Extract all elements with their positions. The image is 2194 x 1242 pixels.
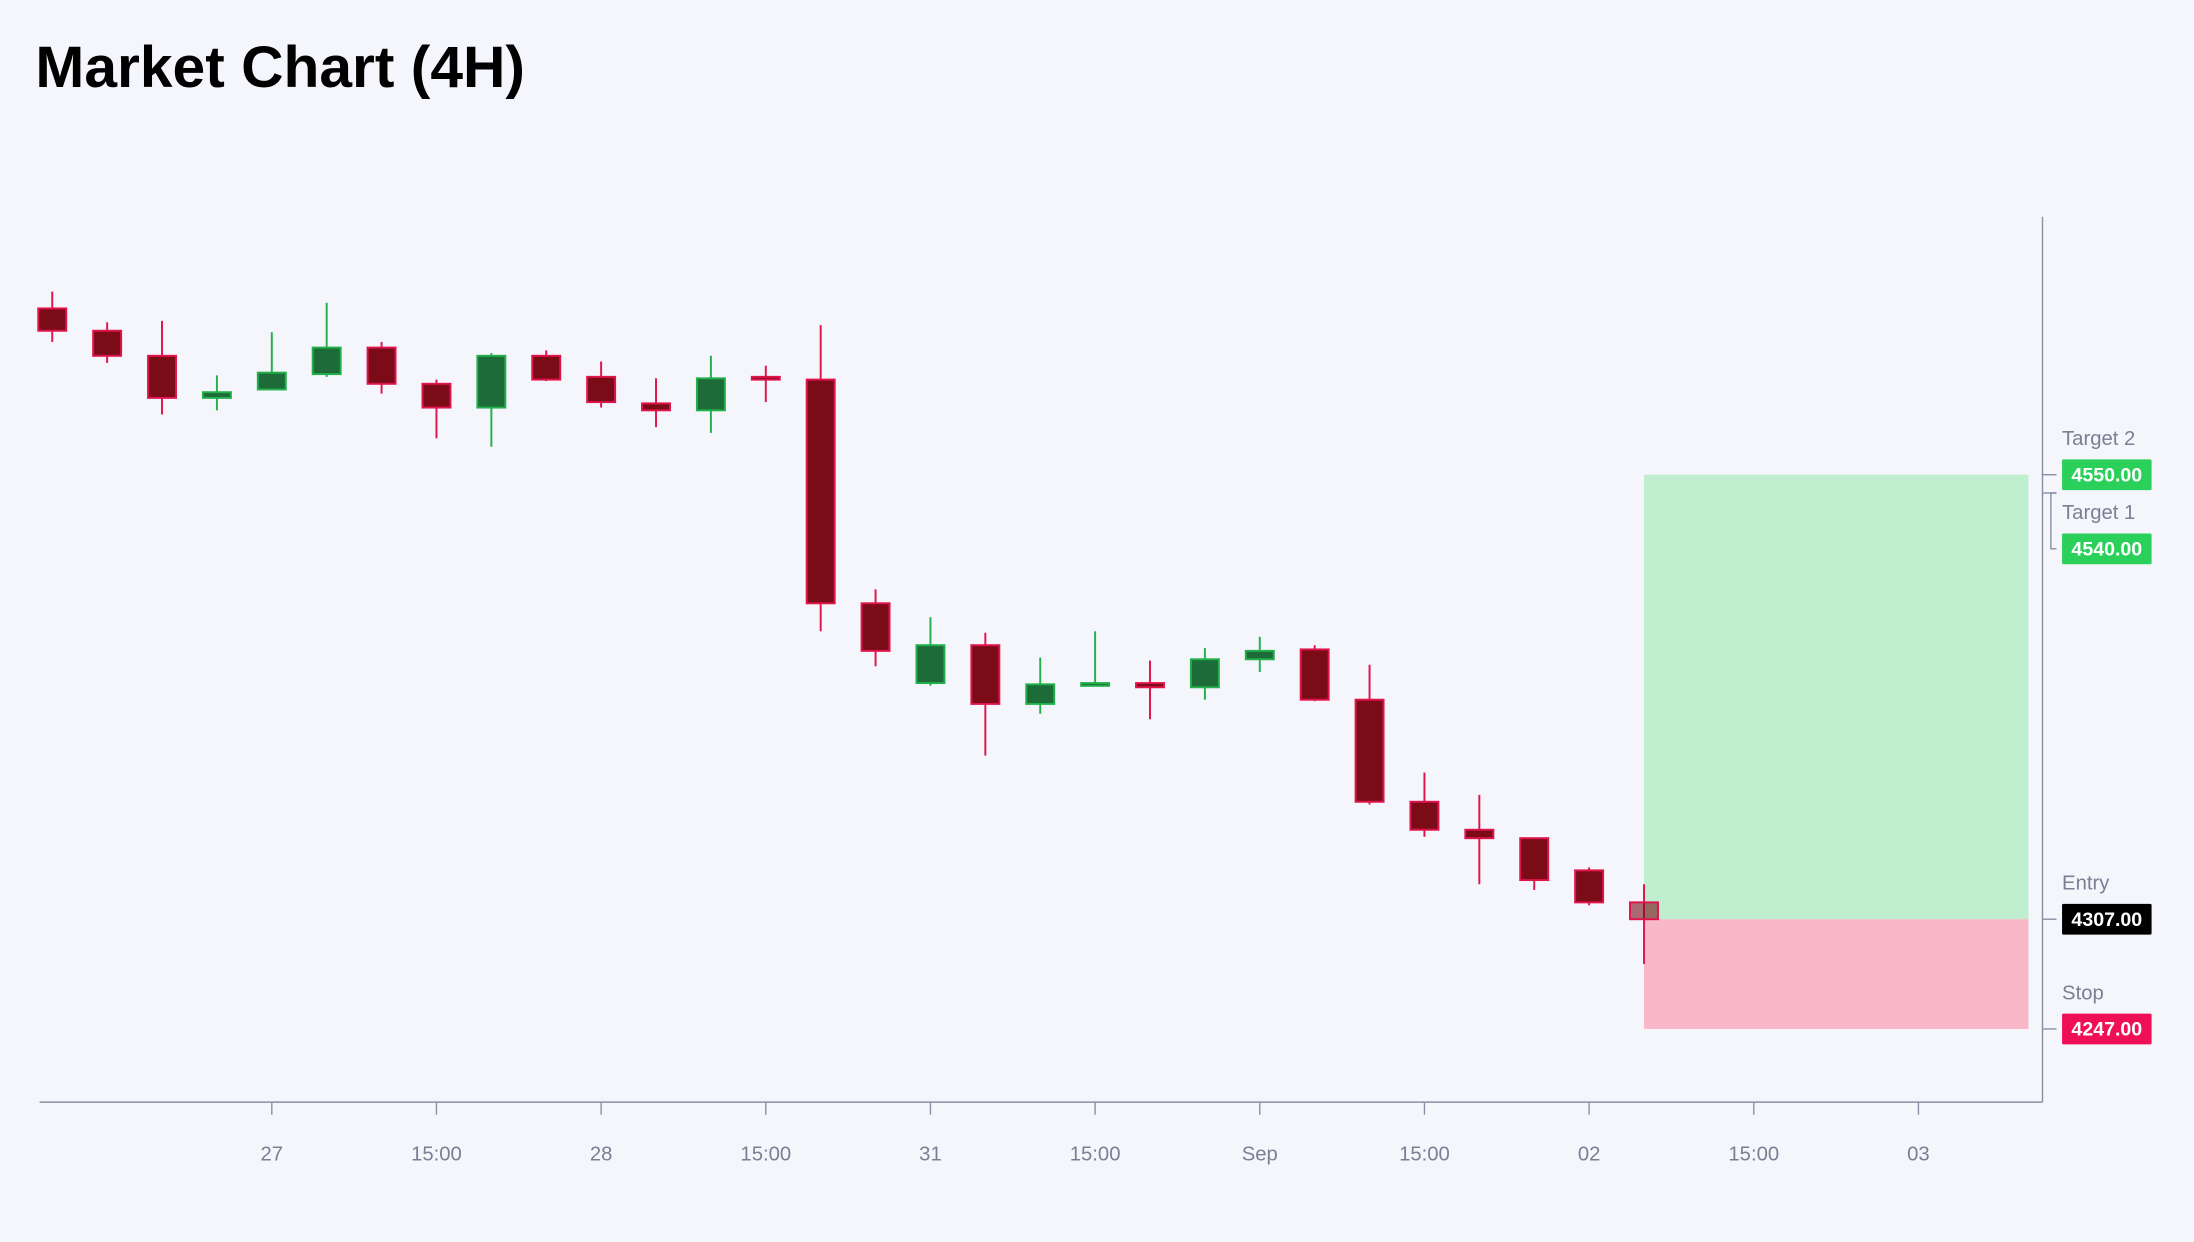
candle-body (476, 354, 507, 409)
level-value: 4307.00 (2071, 909, 2142, 931)
level-badge (2062, 1013, 2152, 1045)
level-badge (2062, 459, 2152, 491)
reward-zone (1643, 474, 2029, 920)
candle-body (1629, 901, 1659, 921)
candle-body (695, 377, 726, 412)
candle-body (311, 346, 342, 376)
candle-body (750, 375, 781, 381)
candle-body (915, 644, 946, 685)
candle-body (366, 346, 397, 385)
candle-body (1299, 648, 1330, 701)
candle-body (1189, 658, 1220, 689)
level-name: Stop (2062, 982, 2104, 1004)
candle-body (1354, 698, 1385, 803)
level-value: 4247.00 (2071, 1019, 2142, 1041)
level-bracket (2050, 492, 2057, 550)
candle-body (92, 329, 123, 357)
x-tick-label: 15:00 (1399, 1144, 1450, 1166)
candle-body (1409, 800, 1440, 831)
level-name: Target 1 (2062, 502, 2135, 524)
candle-body (1025, 683, 1056, 705)
level-badge (2062, 903, 2152, 935)
candle-body (1080, 682, 1111, 687)
candle-body (970, 644, 1001, 705)
candle-body (201, 391, 232, 399)
candle-body (256, 371, 287, 391)
candle-body (37, 307, 68, 332)
candle-body (1519, 837, 1550, 882)
x-tick-label: 15:00 (740, 1144, 791, 1166)
x-tick-label: 15:00 (411, 1144, 462, 1166)
candle-body (586, 375, 617, 404)
level-value: 4550.00 (2071, 464, 2142, 486)
candle-body (1244, 649, 1275, 661)
x-tick-label: 28 (590, 1144, 613, 1166)
candle-body (531, 354, 562, 381)
candle-body (1135, 682, 1165, 689)
candle-body (641, 402, 671, 412)
candle-body (421, 382, 452, 409)
risk-zone (1643, 919, 2029, 1029)
candle-body (147, 354, 177, 399)
level-badge (2062, 533, 2152, 565)
candle-body (805, 378, 836, 605)
x-tick-label: 31 (919, 1144, 942, 1166)
chart-title: Market Chart (4H) (35, 35, 525, 100)
candle-body (1464, 828, 1495, 840)
x-tick-label: 02 (1578, 1144, 1601, 1166)
x-tick-label: 27 (261, 1144, 284, 1166)
candle-body (860, 602, 891, 652)
level-value: 4540.00 (2071, 538, 2142, 560)
x-tick-label: 03 (1907, 1144, 1930, 1166)
level-name: Target 2 (2062, 428, 2135, 450)
x-tick-label: 15:00 (1728, 1144, 1779, 1166)
x-tick-label: Sep (1242, 1144, 1278, 1166)
level-name: Entry (2062, 873, 2110, 895)
candle-body (1574, 869, 1605, 904)
x-tick-label: 15:00 (1070, 1144, 1121, 1166)
